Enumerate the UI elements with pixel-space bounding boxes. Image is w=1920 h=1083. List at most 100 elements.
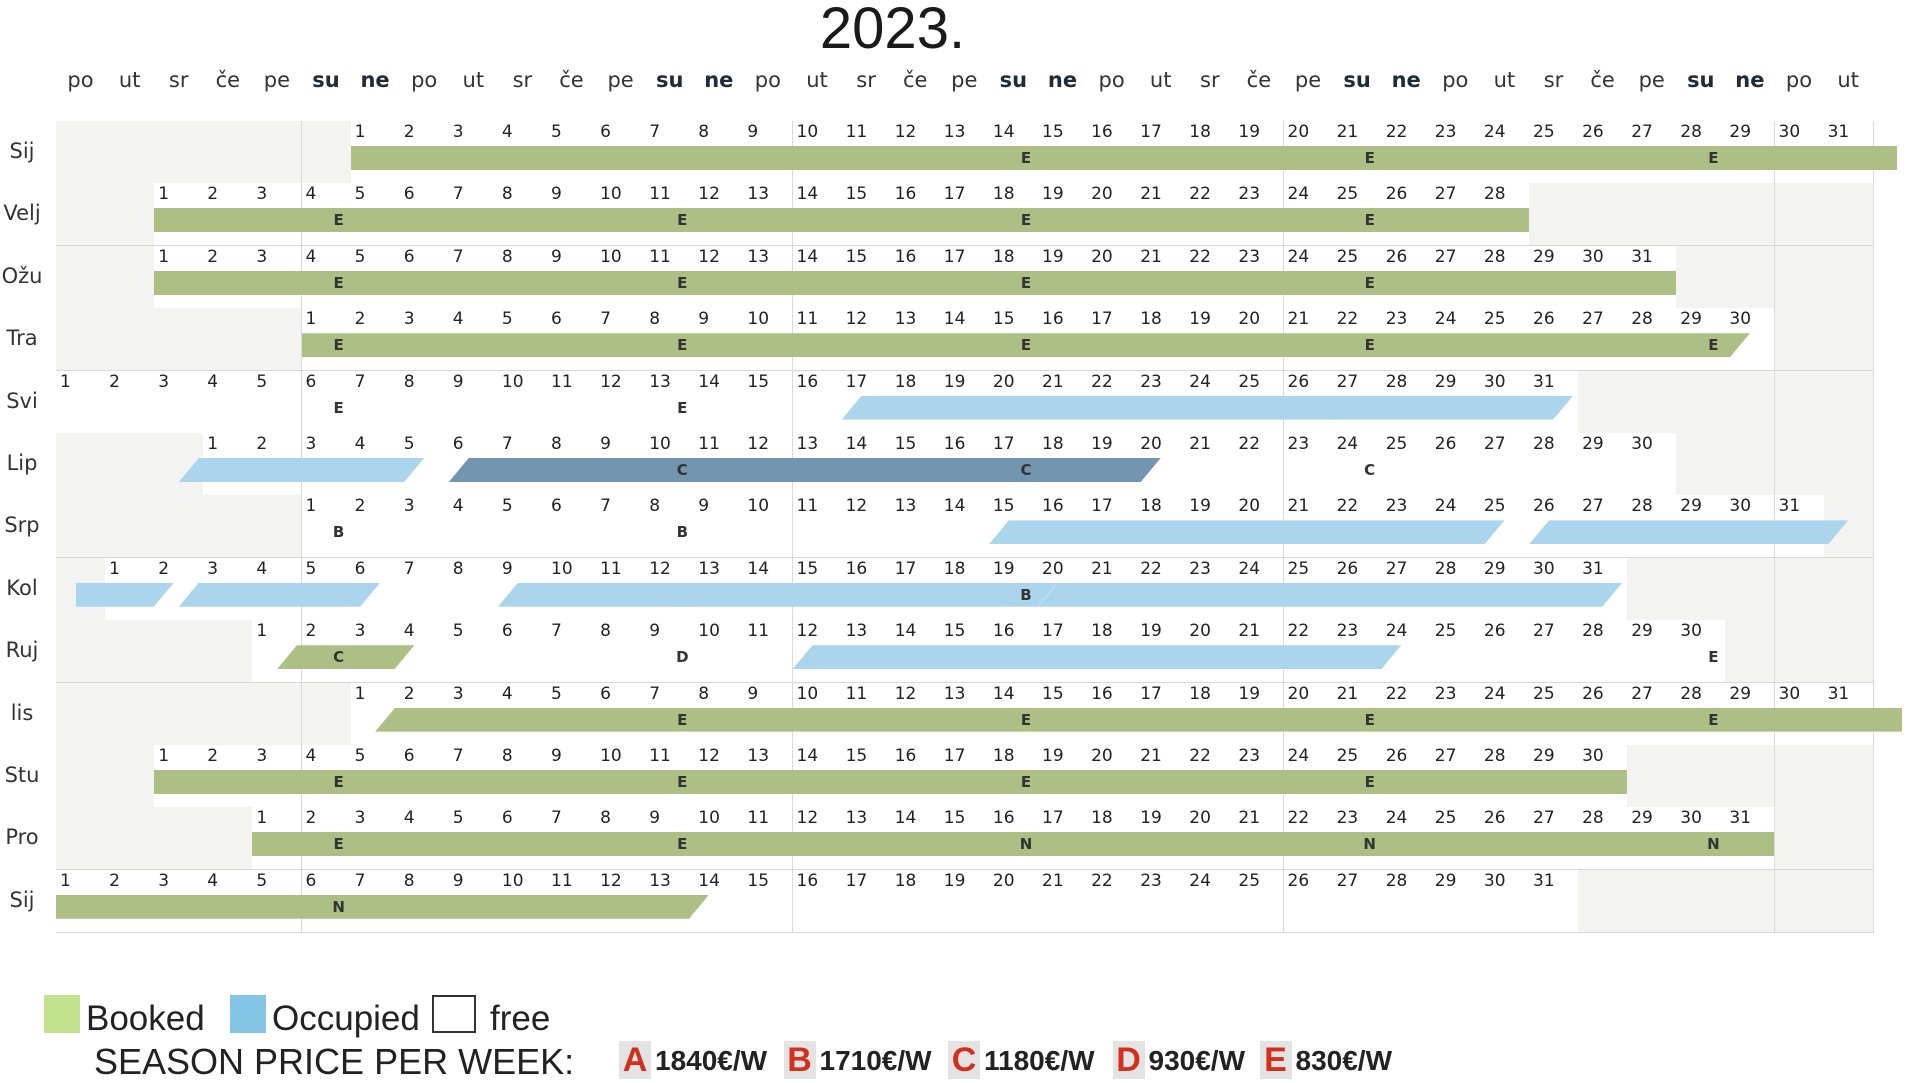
day-cell[interactable]: 30 — [1479, 869, 1530, 933]
booked-period-bar[interactable] — [277, 645, 414, 669]
day-cell[interactable]: 8 — [448, 557, 499, 621]
booked-period-bar[interactable] — [56, 895, 709, 919]
day-cell[interactable]: 3 — [399, 495, 450, 559]
day-cell[interactable]: 26 — [1283, 869, 1334, 933]
day-cell[interactable]: 13 — [645, 370, 696, 434]
day-cell[interactable]: 28 — [1529, 433, 1579, 496]
day-cell[interactable]: 19 — [939, 869, 990, 933]
day-cell[interactable]: 23 — [1136, 869, 1187, 933]
day-cell[interactable]: 11 — [743, 620, 794, 684]
day-cell[interactable]: 24 — [1381, 620, 1432, 684]
day-cell[interactable]: 3 — [154, 370, 205, 434]
day-cell[interactable]: 6 — [301, 370, 352, 434]
day-cell[interactable]: 7 — [350, 370, 401, 434]
day-cell[interactable]: 9 — [448, 370, 499, 434]
day-cell[interactable]: 28 — [1381, 869, 1432, 933]
day-cell[interactable]: 7 — [596, 495, 647, 559]
day-cell[interactable]: 27 — [1529, 620, 1579, 684]
day-cell[interactable]: 26 — [1479, 620, 1530, 684]
occupied-period-bar[interactable] — [842, 396, 1358, 420]
day-cell[interactable]: 29 — [1578, 433, 1629, 496]
day-cell[interactable]: 18 — [890, 869, 941, 933]
day-number: 18 — [992, 746, 1015, 766]
booked-period-bar[interactable] — [375, 707, 1903, 732]
day-cell[interactable]: 7 — [547, 620, 597, 684]
day-cell[interactable]: 15 — [743, 869, 794, 933]
day-cell[interactable]: 24 — [1185, 869, 1236, 933]
day-cell[interactable]: 14 — [694, 370, 745, 434]
day-cell[interactable]: 22 — [1087, 869, 1138, 933]
day-cell[interactable]: 16 — [792, 869, 843, 933]
day-cell[interactable]: 15 — [743, 370, 794, 434]
day-cell[interactable]: 21 — [1185, 433, 1236, 496]
day-cell[interactable]: 17 — [841, 869, 892, 933]
day-cell[interactable]: 6 — [497, 620, 548, 684]
booked-period-bar[interactable] — [154, 770, 1628, 794]
booked-period-bar[interactable] — [350, 146, 1898, 170]
day-cell[interactable]: 5 — [497, 495, 548, 559]
occupied-period-bar[interactable] — [1038, 583, 1622, 607]
day-cell[interactable]: 13 — [890, 495, 941, 559]
day-cell[interactable]: 8 — [399, 370, 450, 434]
day-cell[interactable]: 16 — [792, 370, 843, 434]
day-cell[interactable]: 20 — [988, 869, 1039, 933]
day-cell[interactable]: 31 — [1529, 869, 1579, 933]
day-cell[interactable]: 10 — [694, 620, 745, 684]
day-cell[interactable]: 2 — [105, 370, 156, 434]
day-cell[interactable]: 8 — [596, 620, 647, 684]
day-cell[interactable]: 25 — [1381, 433, 1432, 496]
day-cell[interactable]: 2 — [350, 495, 401, 559]
day-cell[interactable]: 10 — [743, 495, 794, 559]
day-cell[interactable]: 12 — [841, 495, 892, 559]
day-cell[interactable]: 23 — [1283, 433, 1334, 496]
occupied-period-bar[interactable] — [989, 520, 1505, 544]
day-cell[interactable]: 30 — [1676, 620, 1727, 684]
day-cell[interactable]: 5 — [252, 370, 303, 434]
day-number: 12 — [698, 184, 720, 205]
day-cell[interactable]: 26 — [1430, 433, 1481, 496]
day-cell[interactable]: 24 — [1332, 433, 1383, 496]
empty-cell — [1774, 869, 1825, 933]
day-cell[interactable]: 4 — [448, 495, 499, 559]
day-number: 13 — [649, 870, 671, 891]
occupied-period-bar[interactable] — [670, 583, 1058, 607]
day-cell[interactable]: 27 — [1479, 433, 1530, 496]
occupied-period-bar[interactable] — [1529, 520, 1848, 544]
day-cell[interactable]: 11 — [792, 495, 843, 559]
day-cell[interactable]: 8 — [645, 495, 696, 559]
day-cell[interactable]: 30 — [1627, 433, 1678, 496]
booked-period-bar[interactable] — [154, 208, 1529, 233]
day-cell[interactable]: 29 — [1430, 869, 1481, 933]
day-cell[interactable]: 9 — [694, 495, 745, 559]
empty-cell — [252, 495, 303, 559]
day-cell[interactable]: 14 — [939, 495, 990, 559]
occupied-period-bar[interactable] — [179, 583, 380, 607]
occupied-period-bar[interactable] — [793, 645, 1402, 669]
day-cell[interactable]: 7 — [399, 557, 450, 621]
occupied-dark-period-bar[interactable] — [449, 458, 1161, 482]
booked-period-bar[interactable] — [154, 270, 1677, 295]
occupied-period-bar[interactable] — [179, 458, 425, 482]
booked-period-bar[interactable] — [252, 832, 1775, 857]
day-number: 29 — [1631, 808, 1653, 829]
day-cell[interactable]: 22 — [1234, 433, 1285, 496]
day-cell[interactable]: 5 — [448, 620, 499, 684]
day-number: 17 — [943, 184, 966, 205]
day-cell[interactable]: 11 — [547, 370, 597, 434]
day-cell[interactable]: 10 — [497, 370, 548, 434]
day-cell[interactable]: 29 — [1627, 620, 1678, 684]
day-cell[interactable]: 4 — [203, 370, 254, 434]
day-cell[interactable]: 1 — [56, 370, 106, 434]
day-cell[interactable]: 25 — [1430, 620, 1481, 684]
occupied-period-bar[interactable] — [1333, 396, 1574, 420]
day-cell[interactable]: 27 — [1332, 869, 1383, 933]
day-cell[interactable]: 9 — [645, 620, 696, 684]
day-cell[interactable]: 1 — [301, 495, 352, 559]
day-cell[interactable]: 12 — [596, 370, 647, 434]
day-cell[interactable]: 28 — [1578, 620, 1629, 684]
weekday-label: po — [754, 68, 781, 92]
day-cell[interactable]: 25 — [1234, 869, 1285, 933]
booked-period-bar[interactable] — [302, 333, 1750, 357]
day-cell[interactable]: 21 — [1038, 869, 1088, 933]
day-cell[interactable]: 6 — [547, 495, 597, 559]
